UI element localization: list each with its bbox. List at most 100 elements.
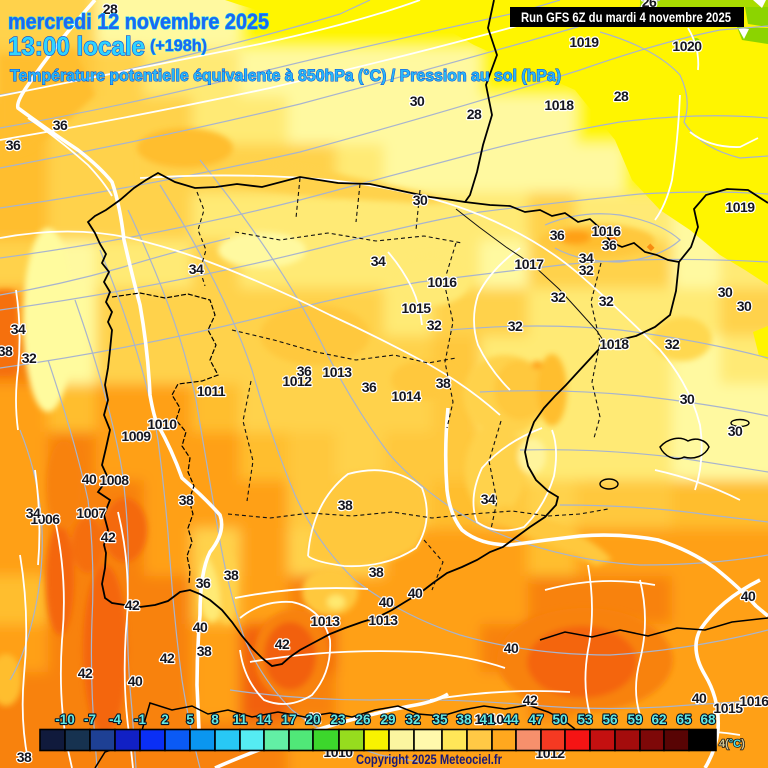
svg-text:29: 29: [380, 712, 395, 727]
svg-text:40: 40: [741, 588, 756, 604]
svg-text:-10: -10: [55, 712, 75, 727]
svg-text:36: 36: [53, 117, 68, 133]
svg-text:34: 34: [189, 261, 204, 277]
svg-text:40: 40: [379, 594, 394, 610]
svg-text:32: 32: [508, 318, 523, 334]
svg-text:38: 38: [456, 712, 472, 727]
svg-text:34: 34: [11, 321, 26, 337]
svg-text:32: 32: [665, 336, 680, 352]
svg-text:mercredi 12 novembre 2025: mercredi 12 novembre 2025: [8, 9, 269, 34]
svg-text:47: 47: [528, 712, 543, 727]
svg-text:38: 38: [179, 492, 194, 508]
svg-text:20: 20: [305, 712, 320, 727]
svg-text:40: 40: [82, 471, 97, 487]
svg-text:1016: 1016: [591, 223, 621, 239]
svg-text:1015: 1015: [713, 700, 743, 716]
svg-text:1012: 1012: [282, 373, 312, 389]
svg-text:1013: 1013: [310, 613, 340, 629]
svg-text:1017: 1017: [514, 256, 544, 272]
svg-text:36: 36: [362, 379, 377, 395]
svg-text:Copyright 2025 Meteociel.fr: Copyright 2025 Meteociel.fr: [356, 752, 503, 767]
svg-text:4(°C): 4(°C): [719, 738, 745, 750]
svg-text:1008: 1008: [99, 472, 129, 488]
svg-text:32: 32: [599, 293, 614, 309]
svg-text:23: 23: [330, 712, 346, 727]
svg-text:40: 40: [504, 640, 519, 656]
svg-text:32: 32: [579, 262, 594, 278]
svg-text:1020: 1020: [672, 38, 702, 54]
svg-text:1018: 1018: [599, 336, 629, 352]
svg-text:1018: 1018: [544, 97, 574, 113]
svg-text:26: 26: [355, 712, 371, 727]
svg-text:36: 36: [196, 575, 211, 591]
svg-text:42: 42: [125, 597, 140, 613]
svg-text:42: 42: [160, 650, 175, 666]
svg-text:40: 40: [408, 585, 423, 601]
svg-text:65: 65: [676, 712, 692, 727]
svg-text:30: 30: [718, 284, 733, 300]
svg-text:30: 30: [413, 192, 428, 208]
svg-text:17: 17: [281, 712, 296, 727]
svg-text:28: 28: [103, 1, 118, 17]
svg-text:8: 8: [211, 712, 219, 727]
svg-text:(+198h): (+198h): [150, 36, 207, 55]
svg-text:40: 40: [692, 690, 707, 706]
svg-text:42: 42: [306, 710, 321, 726]
svg-text:-4: -4: [109, 712, 121, 727]
svg-text:35: 35: [432, 712, 448, 727]
svg-text:36: 36: [6, 137, 21, 153]
svg-text:1007: 1007: [76, 505, 106, 521]
svg-text:30: 30: [728, 423, 743, 439]
svg-text:68: 68: [700, 712, 716, 727]
svg-text:30: 30: [410, 93, 425, 109]
svg-text:53: 53: [577, 712, 593, 727]
svg-text:36: 36: [550, 227, 565, 243]
svg-text:50: 50: [552, 712, 567, 727]
svg-text:38: 38: [338, 497, 353, 513]
svg-text:41: 41: [479, 712, 495, 727]
svg-text:14: 14: [256, 712, 272, 727]
svg-text:30: 30: [680, 391, 695, 407]
svg-text:1009: 1009: [121, 428, 151, 444]
svg-text:2: 2: [161, 712, 169, 727]
svg-text:44: 44: [503, 712, 519, 727]
svg-text:42: 42: [523, 692, 538, 708]
svg-text:1019: 1019: [569, 34, 599, 50]
svg-text:62: 62: [651, 712, 666, 727]
svg-text:38: 38: [17, 749, 32, 765]
svg-text:32: 32: [427, 317, 442, 333]
svg-text:40: 40: [193, 619, 208, 635]
svg-text:42: 42: [275, 636, 290, 652]
svg-text:42: 42: [78, 665, 93, 681]
svg-text:36: 36: [297, 363, 312, 379]
svg-text:1014: 1014: [391, 388, 421, 404]
svg-text:1016: 1016: [427, 274, 457, 290]
svg-text:32: 32: [551, 289, 566, 305]
svg-text:5: 5: [186, 712, 194, 727]
svg-text:34: 34: [371, 253, 386, 269]
svg-text:Température potentielle équiva: Température potentielle équivalente à 85…: [10, 67, 561, 85]
svg-text:40: 40: [128, 673, 143, 689]
svg-text:32: 32: [405, 712, 420, 727]
svg-text:1010: 1010: [147, 416, 177, 432]
svg-text:Run GFS 6Z du mardi 4 novembre: Run GFS 6Z du mardi 4 novembre 2025: [521, 9, 731, 25]
svg-text:1015: 1015: [401, 300, 431, 316]
svg-text:30: 30: [737, 298, 752, 314]
svg-text:42: 42: [101, 529, 116, 545]
svg-text:26: 26: [642, 0, 657, 10]
svg-text:32: 32: [22, 350, 37, 366]
svg-text:13:00 locale: 13:00 locale: [8, 31, 145, 61]
svg-text:1013: 1013: [368, 612, 398, 628]
svg-text:59: 59: [627, 712, 642, 727]
svg-text:38: 38: [369, 564, 384, 580]
svg-text:1010: 1010: [474, 711, 504, 727]
svg-text:1016: 1016: [739, 693, 768, 709]
svg-text:56: 56: [602, 712, 618, 727]
svg-text:-7: -7: [84, 712, 96, 727]
svg-text:38: 38: [224, 567, 239, 583]
svg-text:-1: -1: [134, 712, 146, 727]
svg-text:1013: 1013: [322, 364, 352, 380]
svg-text:28: 28: [614, 88, 629, 104]
svg-text:28: 28: [467, 106, 482, 122]
svg-text:34: 34: [481, 491, 496, 507]
